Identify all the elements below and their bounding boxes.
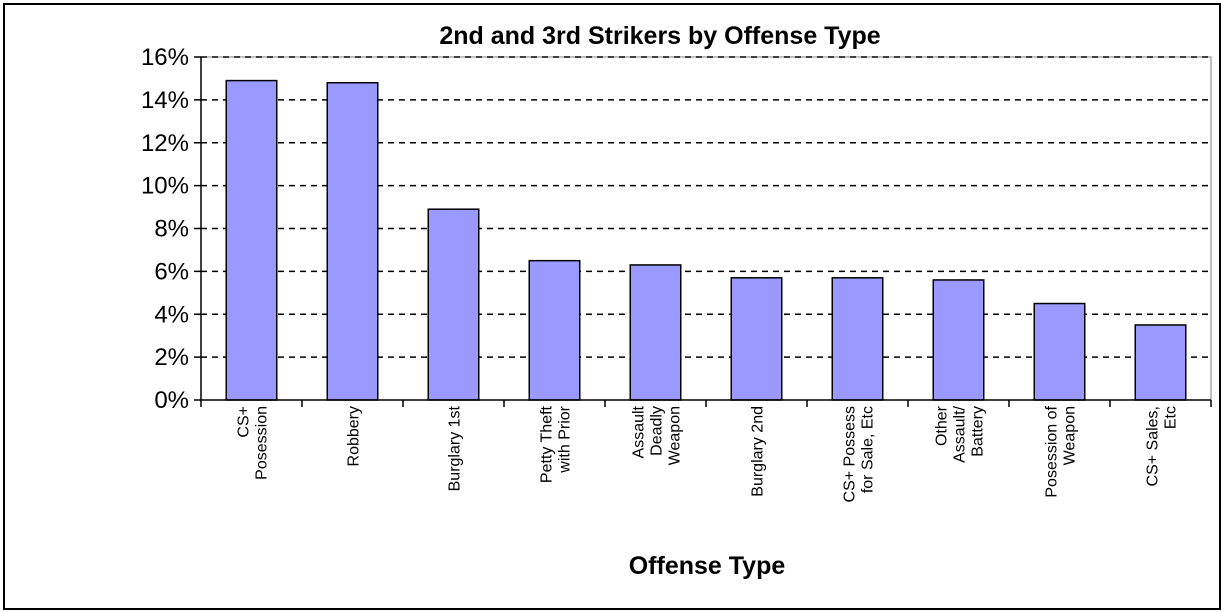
x-tick-label-line: Posession of: [1044, 405, 1061, 497]
x-axis-label: Offense Type: [629, 552, 786, 580]
x-tick-label-line: Robbery: [346, 406, 363, 466]
plot-area: 0% 2% 4% 6% 8% 10% 12% 14% 16% CS+Posession Robber…: [141, 44, 1212, 502]
x-tick-label-line: Burglary 2nd: [750, 406, 767, 497]
bar: [427, 208, 480, 401]
chart-title: 2nd and 3rd Strikers by Offense Type: [439, 22, 880, 50]
x-tick-label: AssaultDeadlyWeapon: [631, 405, 684, 465]
y-tick-label: 16%: [141, 44, 189, 71]
x-tick-label-line: Posession: [254, 406, 271, 480]
x-tick-label-line: CS+ Sales,: [1145, 406, 1162, 486]
x-tick-label-line: Weapon: [667, 406, 684, 465]
bar: [528, 259, 581, 401]
y-tick-label: 4%: [154, 301, 189, 328]
y-tick-label: 14%: [141, 87, 189, 114]
x-tick-label-line: Other: [934, 405, 951, 446]
x-tick-label-line: Battery: [970, 406, 987, 457]
y-tick-label: 2%: [154, 344, 189, 371]
y-tick-label: 12%: [141, 130, 189, 157]
bar: [932, 279, 985, 401]
bar: [1033, 302, 1086, 401]
x-tick-label-line: Etc: [1163, 406, 1180, 429]
bar: [326, 81, 379, 401]
x-tick-label: CS+ Sales,Etc: [1145, 406, 1180, 486]
x-tick-label: OtherAssault/Battery: [934, 405, 987, 463]
bar: [629, 264, 682, 401]
x-tick-label-line: CS+ Possess: [842, 406, 859, 502]
bar: [1134, 324, 1187, 401]
y-tick-label: 8%: [154, 216, 189, 243]
bar: [225, 79, 278, 401]
x-tick-label-line: CS+: [236, 406, 253, 438]
x-tick-label-line: Burglary 1st: [447, 405, 464, 491]
x-tick-label-line: Weapon: [1062, 406, 1079, 465]
x-tick-label-line: Assault: [631, 405, 648, 458]
y-tick-label: 6%: [154, 258, 189, 285]
x-tick-label: CS+ Possessfor Sale, Etc: [842, 406, 877, 502]
x-tick-label: Robbery: [346, 406, 363, 466]
x-tick-label-line: Petty Theft: [539, 405, 556, 483]
x-tick-label-line: for Sale, Etc: [860, 406, 877, 493]
x-tick-label-line: Assault/: [952, 405, 969, 462]
y-tick-label: 10%: [141, 173, 189, 200]
y-tick-label: 0%: [154, 387, 189, 414]
bar: [730, 277, 783, 401]
x-tick-label-line: with Prior: [557, 405, 574, 473]
x-tick-label: Burglary 2nd: [750, 406, 767, 497]
x-tick-label-line: Deadly: [649, 406, 666, 456]
x-tick-label: Burglary 1st: [447, 405, 464, 491]
x-tick-label: Posession ofWeapon: [1044, 405, 1079, 497]
x-tick-label: CS+Posession: [236, 406, 271, 480]
x-tick-label: Petty Theftwith Prior: [539, 405, 574, 483]
bar: [831, 277, 884, 401]
